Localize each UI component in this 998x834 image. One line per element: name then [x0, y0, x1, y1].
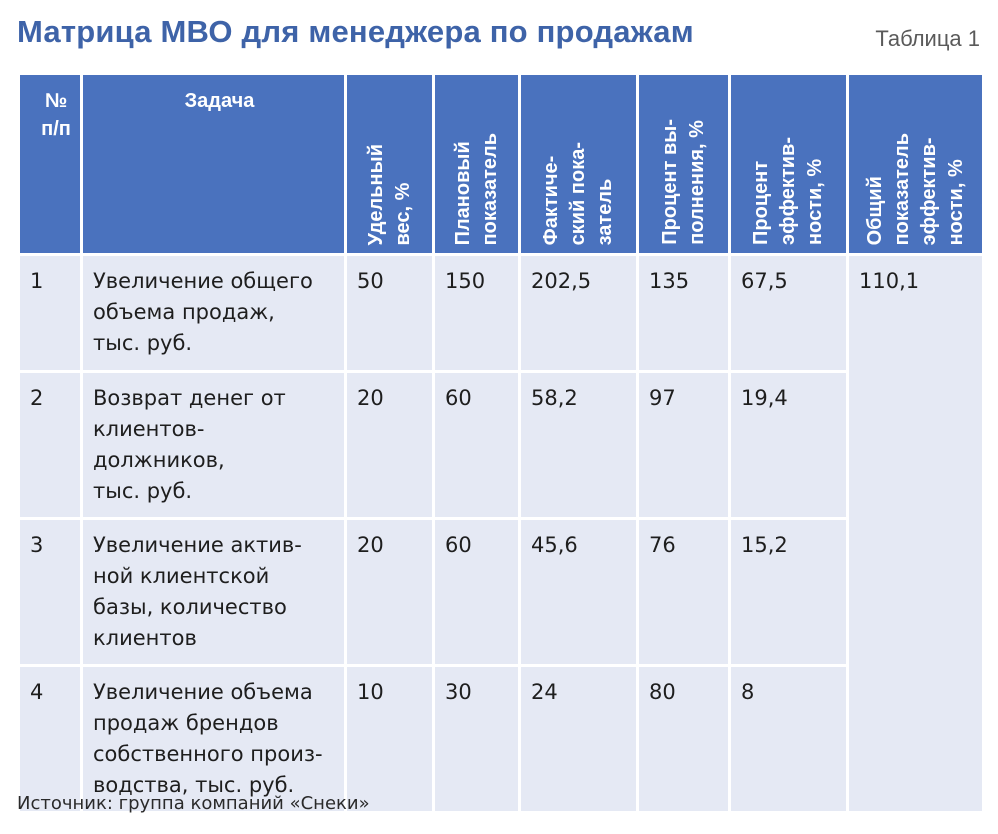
fact-value: 24 — [531, 680, 558, 704]
header-weight-label: Удельный вес, % — [364, 143, 414, 245]
plan-cell: 150 — [432, 253, 521, 373]
source-note: Источник: группа компаний «Снеки» — [17, 793, 370, 814]
completion-cell: 80 — [636, 664, 731, 814]
header-efficiency: Процент эффектив- ности, % — [728, 72, 849, 256]
row-num-cell: 2 — [17, 370, 83, 520]
efficiency-value: 19,4 — [741, 386, 788, 410]
task-text: Увеличение общего объема продаж, тыс. ру… — [93, 269, 313, 355]
efficiency-value: 8 — [741, 680, 755, 704]
header-num-label: № п/п — [41, 90, 71, 140]
mbo-matrix-table: № п/п Задача Удельный вес, % Плановый по… — [17, 72, 985, 814]
fact-value: 202,5 — [531, 269, 592, 293]
header-row: № п/п Задача Удельный вес, % Плановый по… — [17, 72, 985, 256]
fact-value: 45,6 — [531, 533, 578, 557]
header-weight: Удельный вес, % — [344, 72, 435, 256]
row-num-cell: 4 — [17, 664, 83, 814]
plan-value: 60 — [445, 386, 472, 410]
completion-cell: 135 — [636, 253, 731, 373]
table-row: 4 Увеличение объема продаж брендов собст… — [17, 664, 984, 814]
weight-value: 50 — [357, 269, 384, 293]
fact-cell: 58,2 — [518, 370, 639, 520]
fact-cell: 45,6 — [518, 517, 639, 667]
plan-cell: 30 — [432, 664, 521, 814]
weight-cell: 20 — [344, 517, 435, 667]
table-row: 3 Увеличение актив- ной клиентской базы,… — [17, 517, 984, 667]
efficiency-value: 67,5 — [741, 269, 788, 293]
completion-value: 97 — [649, 386, 676, 410]
header-total: Общий показатель эффектив- ности, % — [846, 72, 985, 256]
header-completion-label: Процент вы- полнения, % — [658, 119, 708, 245]
total-efficiency-cell: 110,1 — [846, 253, 985, 814]
task-cell: Возврат денег от клиентов-должников, тыс… — [80, 370, 347, 520]
table-row: 1 Увеличение общего объема продаж, тыс. … — [17, 253, 985, 814]
efficiency-cell: 67,5 — [728, 253, 849, 373]
plan-value: 150 — [445, 269, 486, 293]
efficiency-value: 15,2 — [741, 533, 788, 557]
task-text: Увеличение актив- ной клиентской базы, к… — [93, 533, 302, 650]
table-number-label: Таблица 1 — [875, 26, 980, 51]
header-efficiency-label: Процент эффектив- ности, % — [750, 137, 826, 245]
task-cell: Увеличение общего объема продаж, тыс. ру… — [80, 253, 347, 373]
row-num: 2 — [30, 386, 44, 410]
table-title: Матрица МВО для менеджера по продажам — [17, 14, 694, 49]
plan-value: 30 — [445, 680, 472, 704]
weight-value: 20 — [357, 386, 384, 410]
completion-value: 76 — [649, 533, 676, 557]
row-num: 3 — [30, 533, 44, 557]
fact-cell: 202,5 — [518, 253, 639, 373]
weight-cell: 20 — [344, 370, 435, 520]
task-text: Возврат денег от клиентов-должников, тыс… — [93, 386, 286, 503]
plan-cell: 60 — [432, 370, 521, 520]
header-total-label: Общий показатель эффектив- ности, % — [863, 132, 967, 245]
fact-cell: 24 — [518, 664, 639, 814]
total-efficiency-value: 110,1 — [859, 269, 920, 293]
table-row: 2 Возврат денег от клиентов-должников, т… — [17, 370, 984, 520]
completion-value: 80 — [649, 680, 676, 704]
header-plan-label: Плановый показатель — [451, 132, 501, 245]
plan-value: 60 — [445, 533, 472, 557]
efficiency-cell: 15,2 — [728, 517, 849, 667]
header-fact-label: Фактиче- ский пока- затель — [540, 141, 616, 245]
header-completion: Процент вы- полнения, % — [636, 72, 731, 256]
row-num-cell: 1 — [17, 253, 83, 373]
task-text: Увеличение объема продаж брендов собстве… — [93, 680, 323, 797]
efficiency-cell: 8 — [728, 664, 849, 814]
header-task: Задача — [80, 72, 347, 256]
row-num: 4 — [30, 680, 44, 704]
plan-cell: 60 — [432, 517, 521, 667]
completion-value: 135 — [649, 269, 690, 293]
header-plan: Плановый показатель — [432, 72, 521, 256]
weight-cell: 10 — [344, 664, 435, 814]
completion-cell: 97 — [636, 370, 731, 520]
header-task-label: Задача — [184, 90, 255, 112]
task-cell: Увеличение актив- ной клиентской базы, к… — [80, 517, 347, 667]
completion-cell: 76 — [636, 517, 731, 667]
efficiency-cell: 19,4 — [728, 370, 849, 520]
fact-value: 58,2 — [531, 386, 578, 410]
header-num: № п/п — [17, 72, 83, 256]
weight-cell: 50 — [344, 253, 435, 373]
weight-value: 20 — [357, 533, 384, 557]
weight-value: 10 — [357, 680, 384, 704]
task-cell: Увеличение объема продаж брендов собстве… — [80, 664, 347, 814]
row-num-cell: 3 — [17, 517, 83, 667]
row-num: 1 — [30, 269, 44, 293]
header-fact: Фактиче- ский пока- затель — [518, 72, 639, 256]
